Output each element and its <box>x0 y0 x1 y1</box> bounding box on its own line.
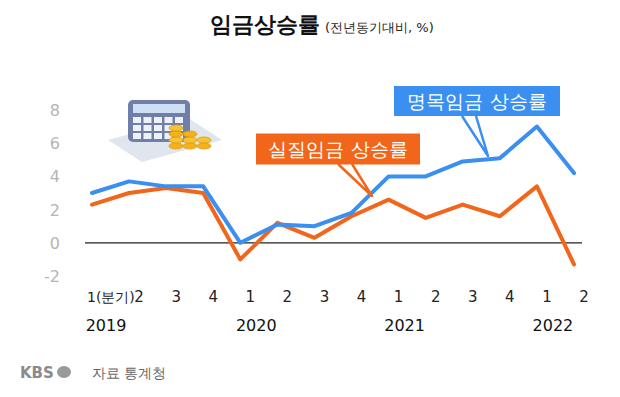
calculator-icon <box>108 100 222 162</box>
plot-area <box>92 127 574 265</box>
series-line <box>92 186 574 264</box>
icon-coin <box>169 143 183 149</box>
title: 임금상승률 <box>210 12 320 37</box>
x-tick-label: 1 <box>542 288 552 306</box>
year-label: 2019 <box>86 316 127 335</box>
y-axis: -2 0 2 4 6 8 <box>44 101 582 286</box>
icon-key <box>144 125 152 131</box>
icon-key <box>154 125 162 131</box>
y-tick-label: 8 <box>50 101 60 120</box>
icon-coin <box>183 131 197 137</box>
x-tick-label: 4 <box>208 288 218 306</box>
zero-line <box>85 242 582 243</box>
footer: KBS 자료 통계청 <box>20 364 166 382</box>
x-tick-label: 4 <box>357 288 367 306</box>
label-box <box>394 86 560 116</box>
y-tick-label: -2 <box>44 267 60 286</box>
x-tick-label: 1 <box>394 288 404 306</box>
year-label: 2020 <box>236 316 277 335</box>
label-box <box>256 134 420 165</box>
icon-key <box>144 133 152 139</box>
series-label: 실질임금 상승률 <box>268 138 407 160</box>
icon-body <box>128 100 190 142</box>
subtitle: (전년동기대비, %) <box>325 20 434 35</box>
icon-key <box>154 133 162 139</box>
icon-key <box>175 117 183 123</box>
icon-coin <box>169 131 183 137</box>
year-label: 2021 <box>384 316 425 335</box>
x-tick-label: 3 <box>171 288 181 306</box>
icon-screen <box>133 104 185 113</box>
y-tick-label: 6 <box>50 134 60 153</box>
brand: KBS <box>20 364 54 382</box>
y-tick-label: 2 <box>50 201 60 220</box>
x-tick-label: 3 <box>468 288 478 306</box>
icon-key <box>144 117 152 123</box>
icon-key <box>133 125 141 131</box>
icon-coin <box>197 143 211 149</box>
title-group: 임금상승률 (전년동기대비, %) <box>210 12 434 37</box>
x-tick-label: 1 <box>246 288 256 306</box>
icon-key <box>133 133 141 139</box>
icon-coin <box>169 137 183 143</box>
x-tick-label: 2 <box>431 288 441 306</box>
series-labels: 명목임금 상승률실질임금 상승률 <box>256 86 560 196</box>
icon-coin <box>183 137 197 143</box>
x-tick-label: 2 <box>579 288 589 306</box>
chart: 임금상승률(전년동기대비, %)-2024681(분기)234123412341… <box>0 0 620 397</box>
x-tick-label: 2 <box>134 288 144 306</box>
icon-coin <box>183 143 197 149</box>
source: 자료 통계청 <box>92 365 166 381</box>
x-tick-label: 2 <box>283 288 293 306</box>
x-tick-label: 3 <box>320 288 330 306</box>
icon-coin <box>197 137 211 143</box>
series-line <box>92 127 574 243</box>
label-pointer <box>462 116 488 156</box>
y-tick-label: 4 <box>50 167 60 186</box>
x-tick-label: 4 <box>505 288 515 306</box>
icon-key <box>165 117 173 123</box>
icon-coin <box>169 125 183 131</box>
x-axis: 1(분기)23412341234122019202020212022 <box>86 288 589 335</box>
icon-key <box>154 117 162 123</box>
x-tick-label: 1(분기) <box>87 289 135 305</box>
icon-key <box>133 117 141 123</box>
year-label: 2022 <box>533 316 574 335</box>
label-pointer <box>338 164 372 196</box>
y-tick-label: 0 <box>50 234 60 253</box>
brand-logo <box>57 366 71 378</box>
series-label: 명목임금 상승률 <box>407 90 546 112</box>
